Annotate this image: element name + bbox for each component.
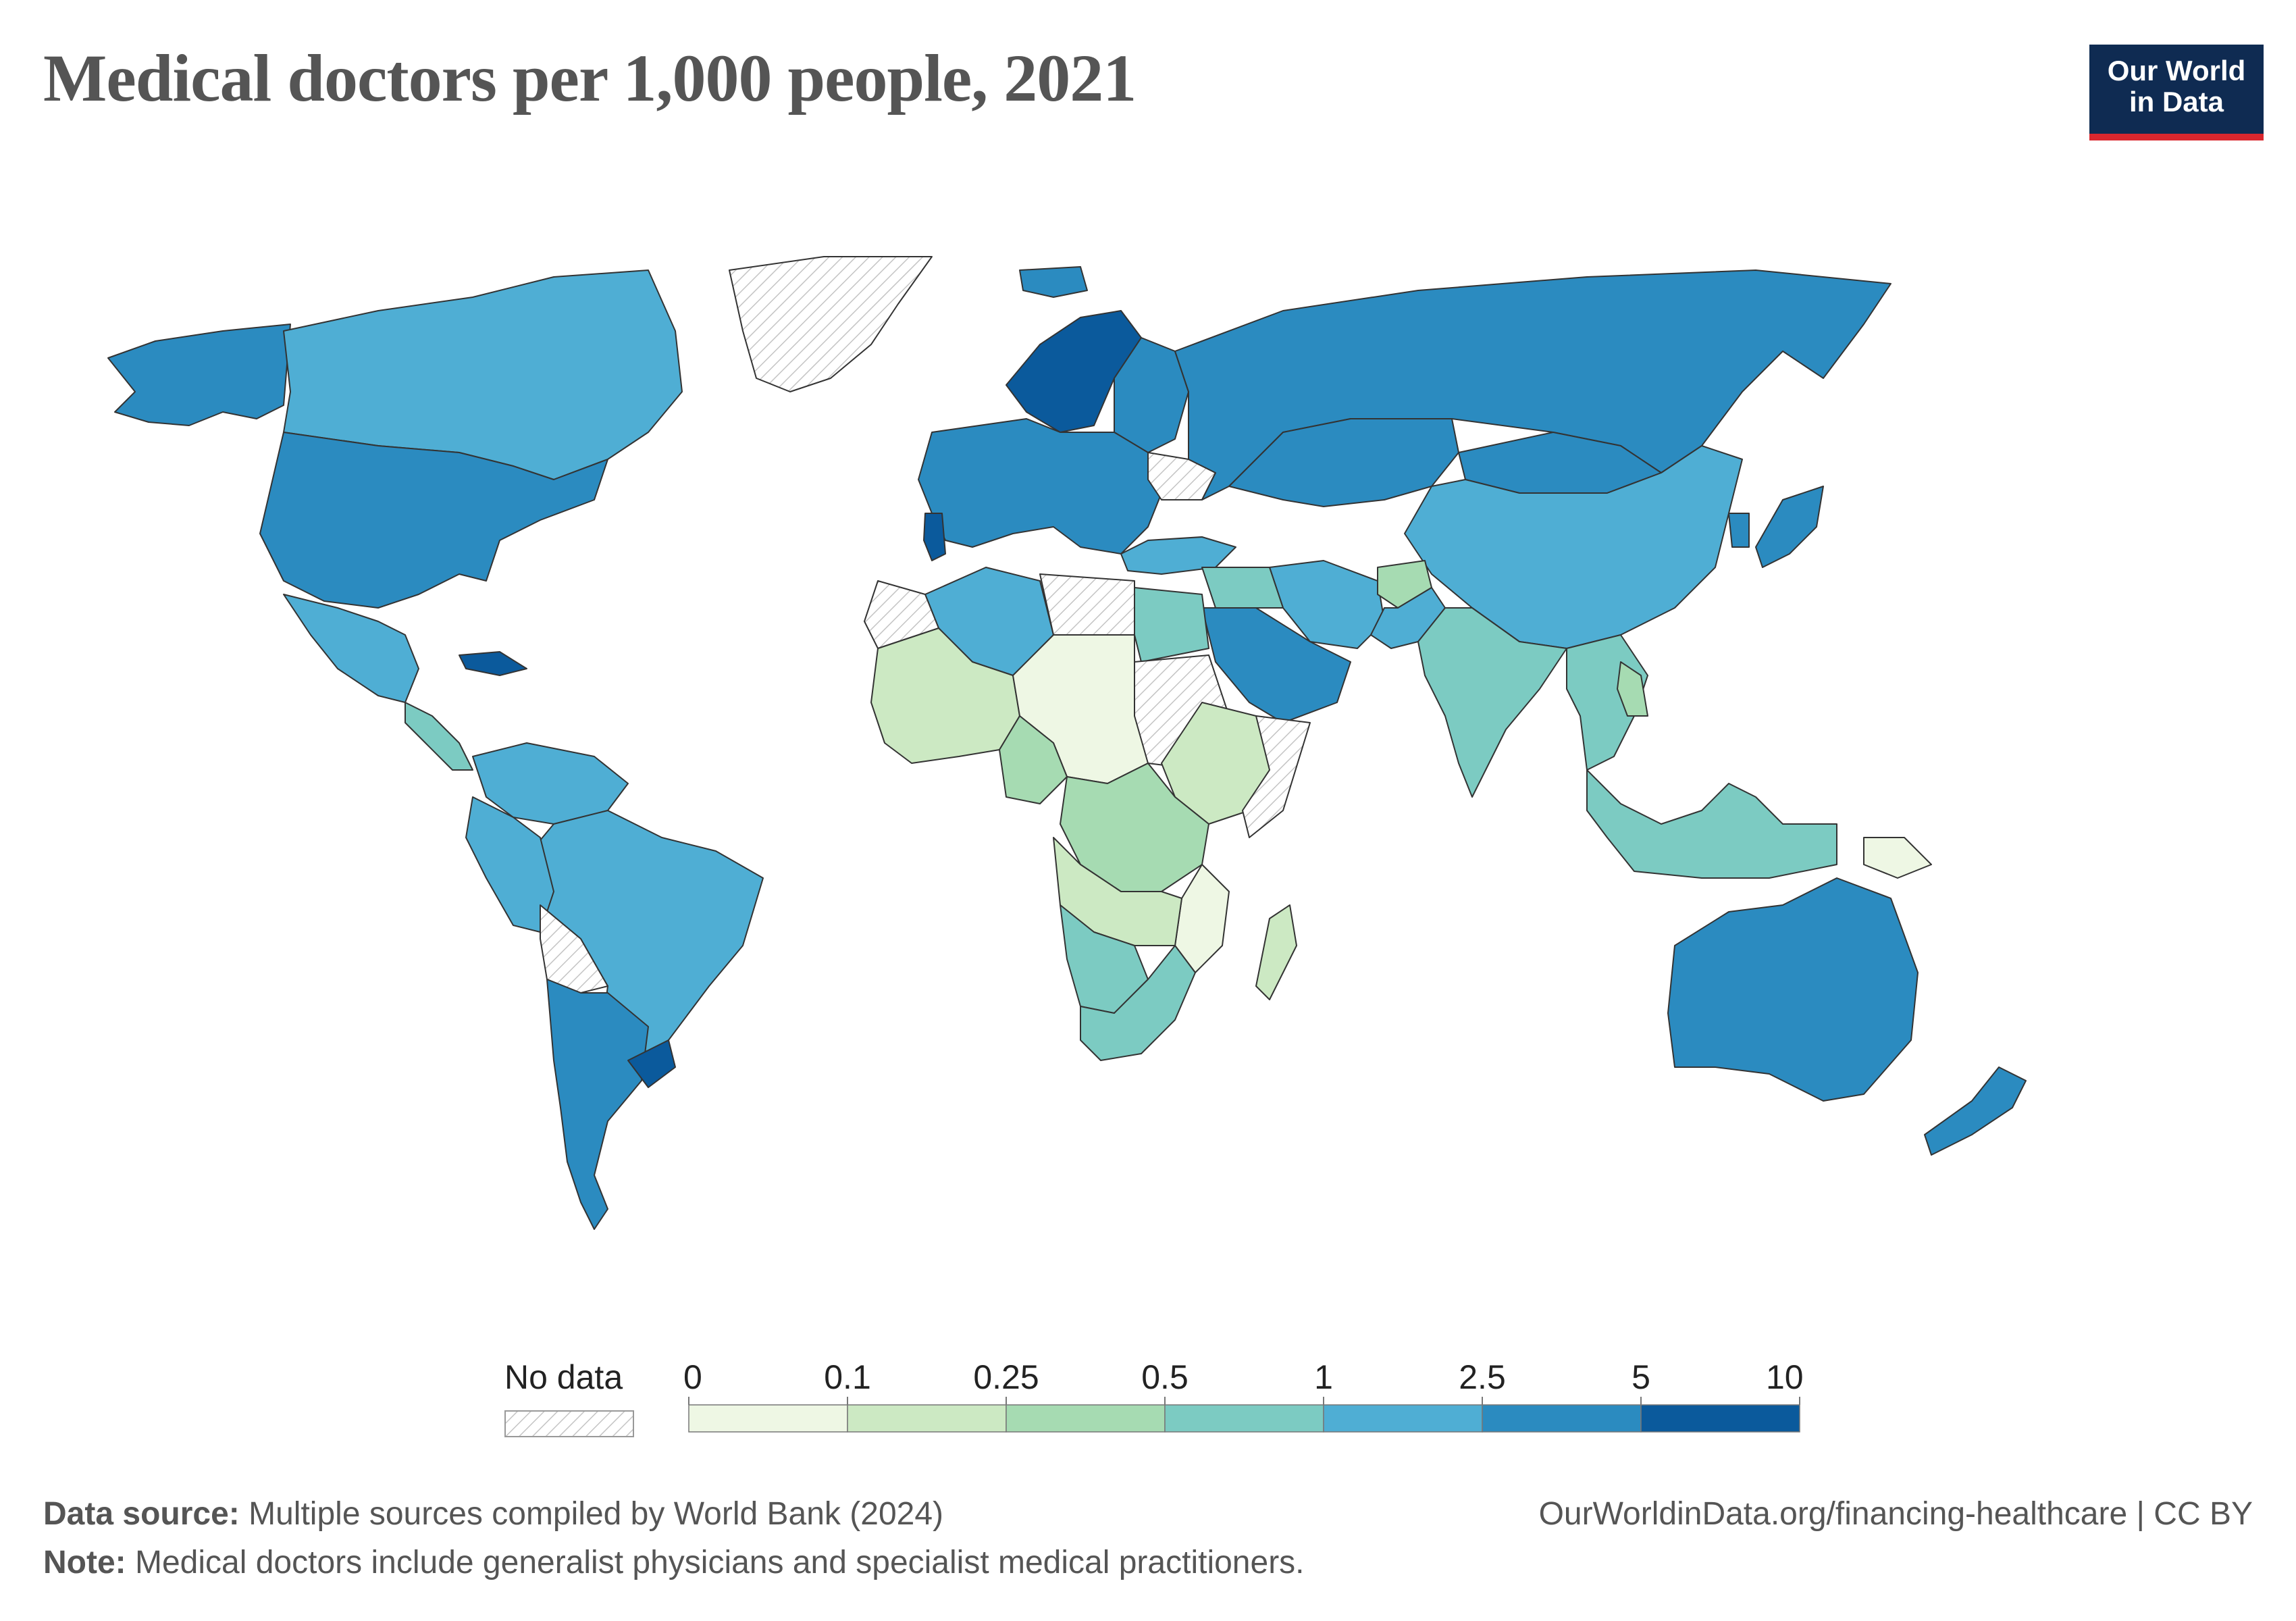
region-egypt[interactable] (1134, 587, 1209, 663)
region-madagascar[interactable] (1255, 904, 1297, 1000)
source-url-link[interactable]: OurWorldinData.org/financing-healthcare … (1538, 1496, 2253, 1532)
legend-tick-label: 0 (683, 1358, 702, 1396)
legend-tick-label: 0.25 (973, 1358, 1039, 1396)
region-kazakhstan[interactable] (1228, 418, 1459, 507)
legend-tick-label: 2.5 (1459, 1358, 1506, 1396)
note-text: Medical doctors include generalist physi… (135, 1545, 1305, 1580)
legend-tick-label: 1 (1314, 1358, 1333, 1396)
logo-line-2: in Data (2129, 86, 2224, 118)
note: Note: Medical doctors include generalist… (43, 1544, 1305, 1581)
legend-color-bar (688, 1397, 1800, 1433)
note-label: Note: (43, 1545, 126, 1580)
data-source: Data source: Multiple sources compiled b… (43, 1495, 943, 1533)
owid-logo[interactable]: Our World in Data (2089, 45, 2264, 140)
region-united-states[interactable] (259, 432, 608, 609)
region-greenland[interactable] (729, 256, 933, 392)
region-iraq-levant[interactable] (1201, 567, 1284, 609)
region-turkey[interactable] (1120, 536, 1236, 575)
legend-tick-label: 10 (1765, 1358, 1804, 1396)
region-uruguay[interactable] (627, 1039, 676, 1088)
region-korea[interactable] (1728, 513, 1750, 548)
logo-line-1: Our World (2107, 55, 2246, 86)
region-iceland[interactable] (1019, 266, 1088, 298)
region-portugal[interactable] (923, 513, 946, 561)
region-japan[interactable] (1755, 486, 1824, 568)
data-source-label: Data source: (43, 1496, 240, 1532)
legend-no-data-swatch (504, 1410, 634, 1437)
region-indonesia-malaysia[interactable] (1586, 769, 1837, 879)
region-china[interactable] (1404, 445, 1743, 649)
legend-tick-label: 0.1 (824, 1358, 871, 1396)
region-alaska-usa[interactable] (107, 324, 291, 426)
logo-accent-bar (2089, 134, 2264, 140)
legend-tick-label: 5 (1632, 1358, 1650, 1396)
region-india[interactable] (1417, 607, 1567, 798)
region-central-america[interactable] (405, 702, 473, 771)
legend-no-data-label: No data (504, 1358, 623, 1396)
legend-bin-1[interactable] (847, 1404, 1007, 1433)
legend-bin-6[interactable] (1640, 1404, 1800, 1433)
region-papua-new-guinea[interactable] (1863, 837, 1932, 879)
region-somalia[interactable] (1242, 715, 1311, 838)
data-source-text: Multiple sources compiled by World Bank … (249, 1496, 944, 1532)
legend-bin-5[interactable] (1482, 1404, 1642, 1433)
legend-bin-0[interactable] (688, 1404, 848, 1433)
region-mexico[interactable] (283, 594, 419, 703)
legend-tick-label: 0.5 (1141, 1358, 1189, 1396)
region-western-central-europe[interactable] (918, 418, 1162, 555)
region-south-africa[interactable] (1080, 945, 1196, 1061)
map-regions (107, 256, 2027, 1230)
legend-bin-2[interactable] (1006, 1404, 1166, 1433)
legend-bin-3[interactable] (1164, 1404, 1324, 1433)
region-argentina-chile[interactable] (546, 979, 649, 1230)
world-map[interactable] (0, 230, 2296, 1297)
region-australia[interactable] (1667, 877, 1919, 1102)
region-laos-cambodia[interactable] (1617, 661, 1648, 717)
region-cuba[interactable] (459, 651, 527, 676)
page-title: Medical doctors per 1,000 people, 2021 (43, 41, 1137, 115)
region-new-zealand[interactable] (1924, 1066, 2027, 1156)
legend-bin-4[interactable] (1323, 1404, 1483, 1433)
region-saudi-arabia-gulf[interactable] (1201, 607, 1351, 723)
